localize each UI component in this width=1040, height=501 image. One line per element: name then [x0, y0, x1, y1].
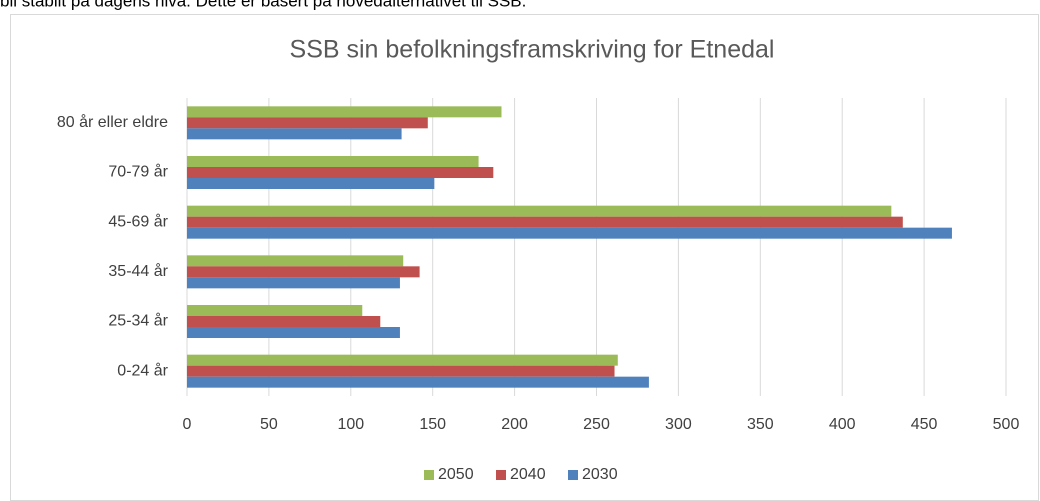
- bar: [187, 156, 479, 167]
- legend-swatch: [568, 470, 578, 480]
- bar: [187, 266, 420, 278]
- bar: [187, 376, 649, 388]
- bar: [187, 178, 435, 189]
- y-tick-label: 70-79 år: [108, 163, 168, 181]
- bar: [187, 316, 381, 327]
- bar: [187, 354, 618, 366]
- bar: [187, 205, 892, 217]
- bar: [187, 216, 903, 228]
- bar: [187, 365, 615, 377]
- chart-frame: [10, 14, 1039, 501]
- y-tick-label: 25-34 år: [108, 312, 168, 330]
- x-tick-label: 250: [583, 416, 610, 433]
- x-tick-label: 500: [993, 416, 1020, 433]
- x-tick-label: 400: [829, 416, 856, 433]
- legend-swatch: [496, 470, 506, 480]
- bar: [187, 277, 400, 289]
- legend-label: 2030: [582, 466, 618, 483]
- bar: [187, 327, 400, 338]
- legend-label: 2040: [510, 466, 546, 483]
- x-tick-label: 50: [260, 416, 278, 433]
- bar: [187, 106, 502, 118]
- y-tick-label: 35-44 år: [108, 262, 168, 280]
- bar: [187, 227, 952, 239]
- intro-text: bli stabilt på dagens nivå. Dette er bas…: [0, 0, 526, 10]
- x-tick-label: 450: [911, 416, 938, 433]
- y-tick-label: 0-24 år: [117, 361, 168, 379]
- x-tick-label: 100: [337, 416, 364, 433]
- y-tick-label: 45-69 år: [108, 212, 168, 230]
- bar: [187, 117, 428, 129]
- y-tick-label: 80 år eller eldre: [57, 113, 168, 131]
- legend-swatch: [424, 470, 434, 480]
- chart-title: SSB sin befolkningsframskriving for Etne…: [290, 36, 775, 64]
- legend-label: 2050: [438, 466, 474, 483]
- bar: [187, 305, 363, 316]
- bar: [187, 167, 494, 178]
- x-tick-label: 350: [747, 416, 774, 433]
- x-tick-label: 200: [501, 416, 528, 433]
- x-tick-label: 300: [665, 416, 692, 433]
- bar: [187, 255, 404, 267]
- bar: [187, 128, 402, 140]
- x-tick-label: 0: [183, 416, 192, 433]
- x-tick-label: 150: [419, 416, 446, 433]
